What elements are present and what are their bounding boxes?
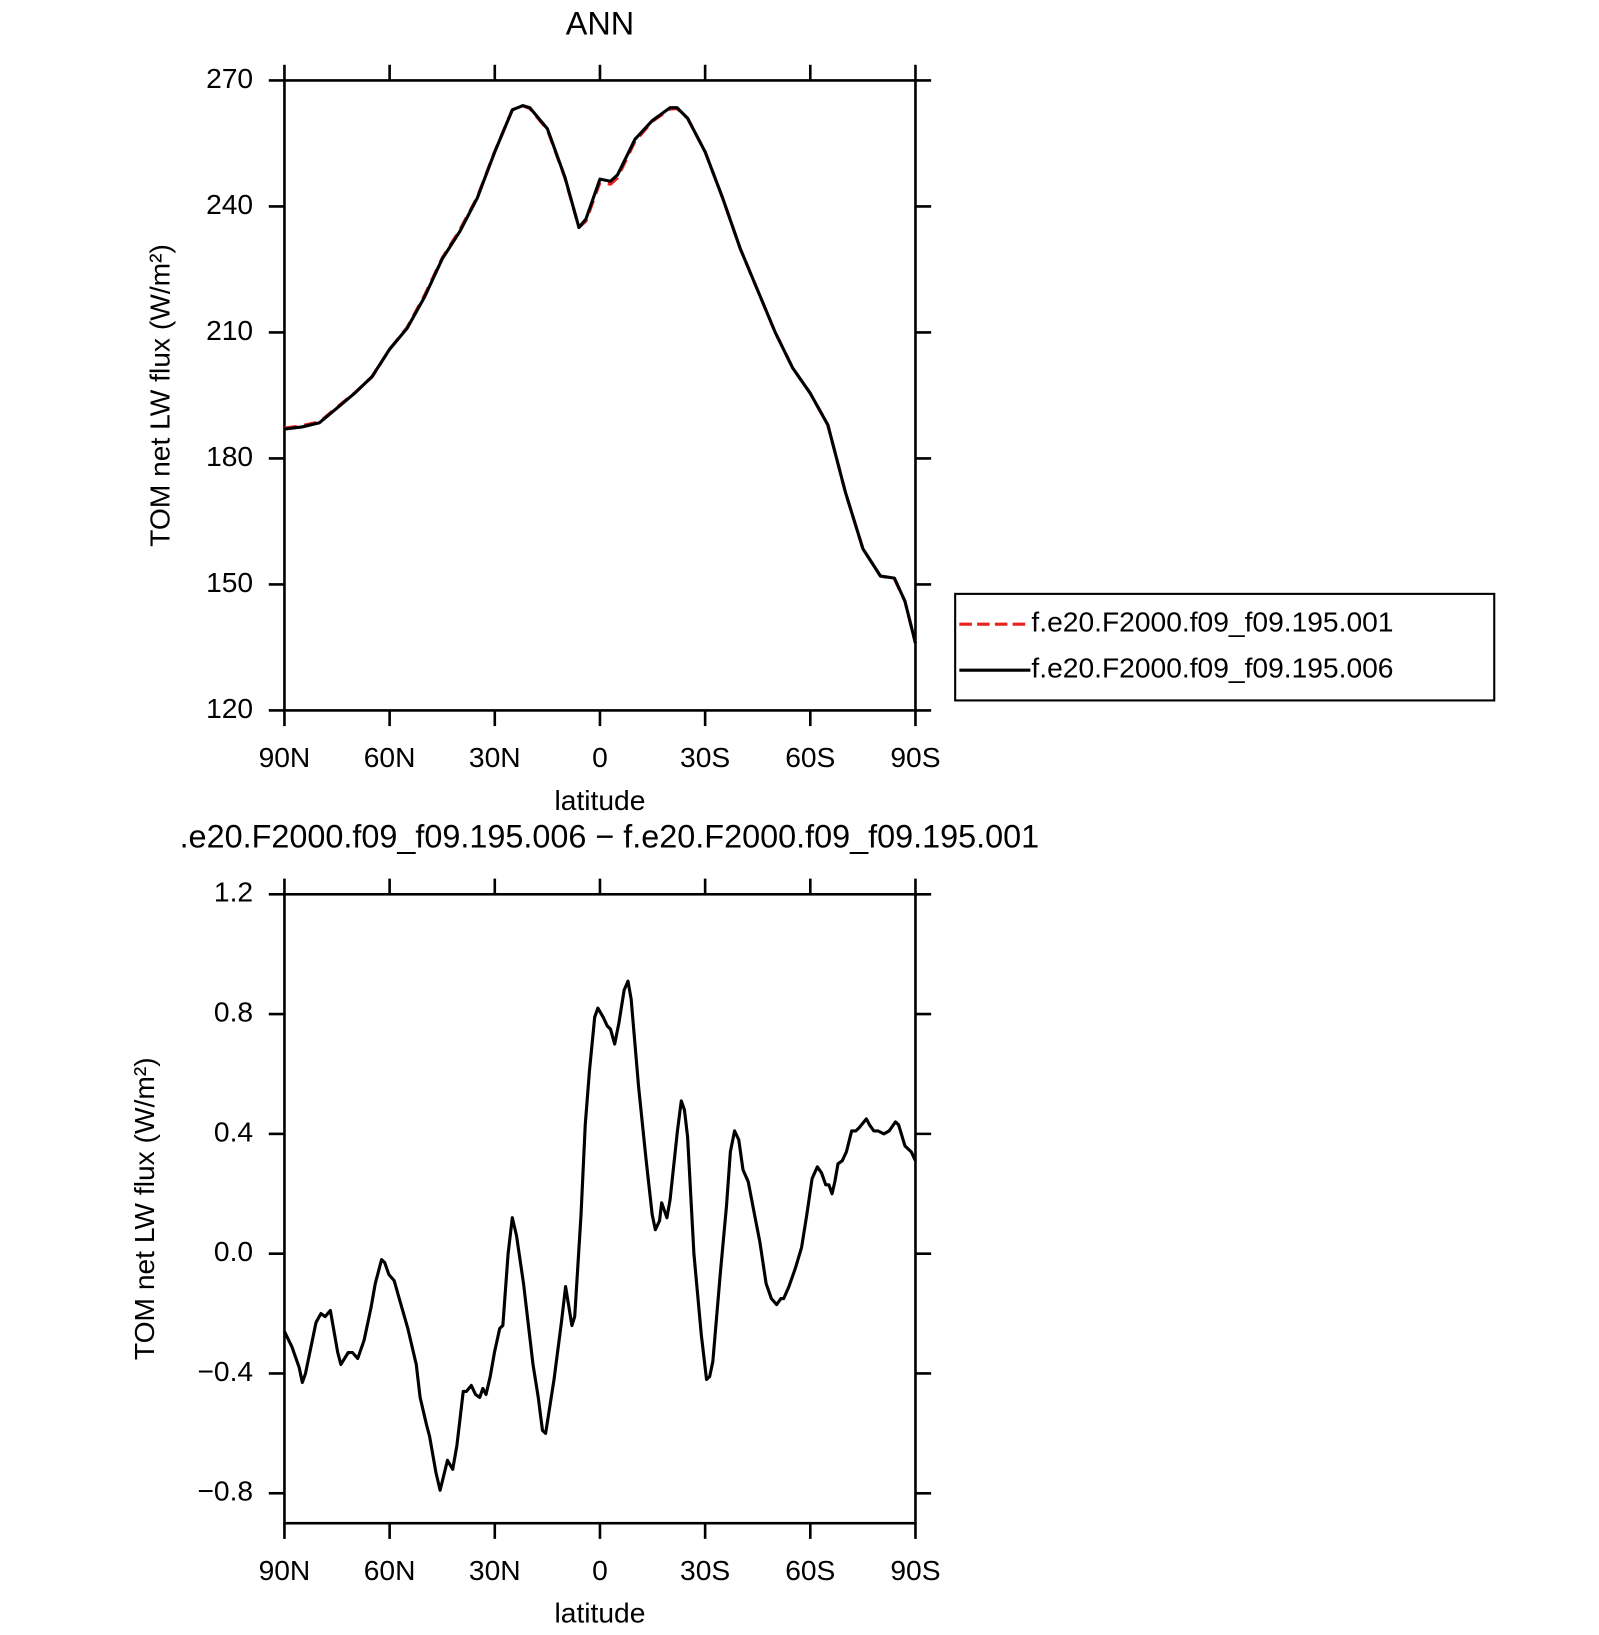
x-tick-label: 0 (592, 741, 608, 773)
y-tick-label: 150 (206, 566, 253, 598)
x-tick-label: 30S (680, 1554, 730, 1586)
legend-box (954, 592, 1496, 702)
y-tick-label: 180 (206, 440, 253, 472)
legend: f.e20.F2000.f09_f09.195.001 f.e20.F2000.f… (954, 592, 1496, 702)
x-axis-label: latitude (555, 784, 646, 816)
y-tick-label: 0.8 (214, 996, 253, 1028)
plot-frame (283, 892, 917, 1525)
x-tick-label: 60S (785, 1554, 835, 1586)
y-tick-label: 240 (206, 188, 253, 220)
y-tick-label: 120 (206, 692, 253, 724)
x-axis-label: latitude (555, 1597, 646, 1629)
data-line (283, 979, 917, 1492)
y-tick-label: 0.0 (214, 1235, 253, 1267)
y-tick-label: 270 (206, 62, 253, 94)
legend-label: f.e20.F2000.f09_f09.195.006 (1031, 652, 1393, 684)
y-axis-label: TOM net LW flux (W/m²) (128, 1057, 160, 1360)
x-tick-label: 0 (592, 1554, 608, 1586)
x-tick-label: 90S (890, 1554, 940, 1586)
x-tick-label: 60N (364, 1554, 416, 1586)
legend-label: f.e20.F2000.f09_f09.195.001 (1031, 606, 1393, 638)
x-tick-label: 90S (890, 741, 940, 773)
plot-frame (283, 79, 917, 712)
chart-title: ANN (566, 6, 634, 42)
chart-title: .e20.F2000.f09_f09.195.006 − f.e20.F2000… (180, 818, 1040, 854)
x-tick-label: 60N (364, 741, 416, 773)
y-tick-label: 1.2 (214, 876, 253, 908)
x-tick-label: 90N (259, 741, 311, 773)
y-tick-label: 0.4 (214, 1115, 253, 1147)
y-tick-label: 210 (206, 314, 253, 346)
y-axis-label: TOM net LW flux (W/m²) (144, 244, 176, 547)
data-line (284, 104, 917, 644)
x-tick-label: 30S (680, 741, 730, 773)
x-tick-label: 30N (469, 741, 521, 773)
x-tick-label: 60S (785, 741, 835, 773)
x-tick-label: 90N (259, 1554, 311, 1586)
y-tick-label: −0.8 (197, 1475, 253, 1507)
x-tick-label: 30N (469, 1554, 521, 1586)
data-line (284, 104, 917, 644)
y-tick-label: −0.4 (197, 1355, 253, 1387)
